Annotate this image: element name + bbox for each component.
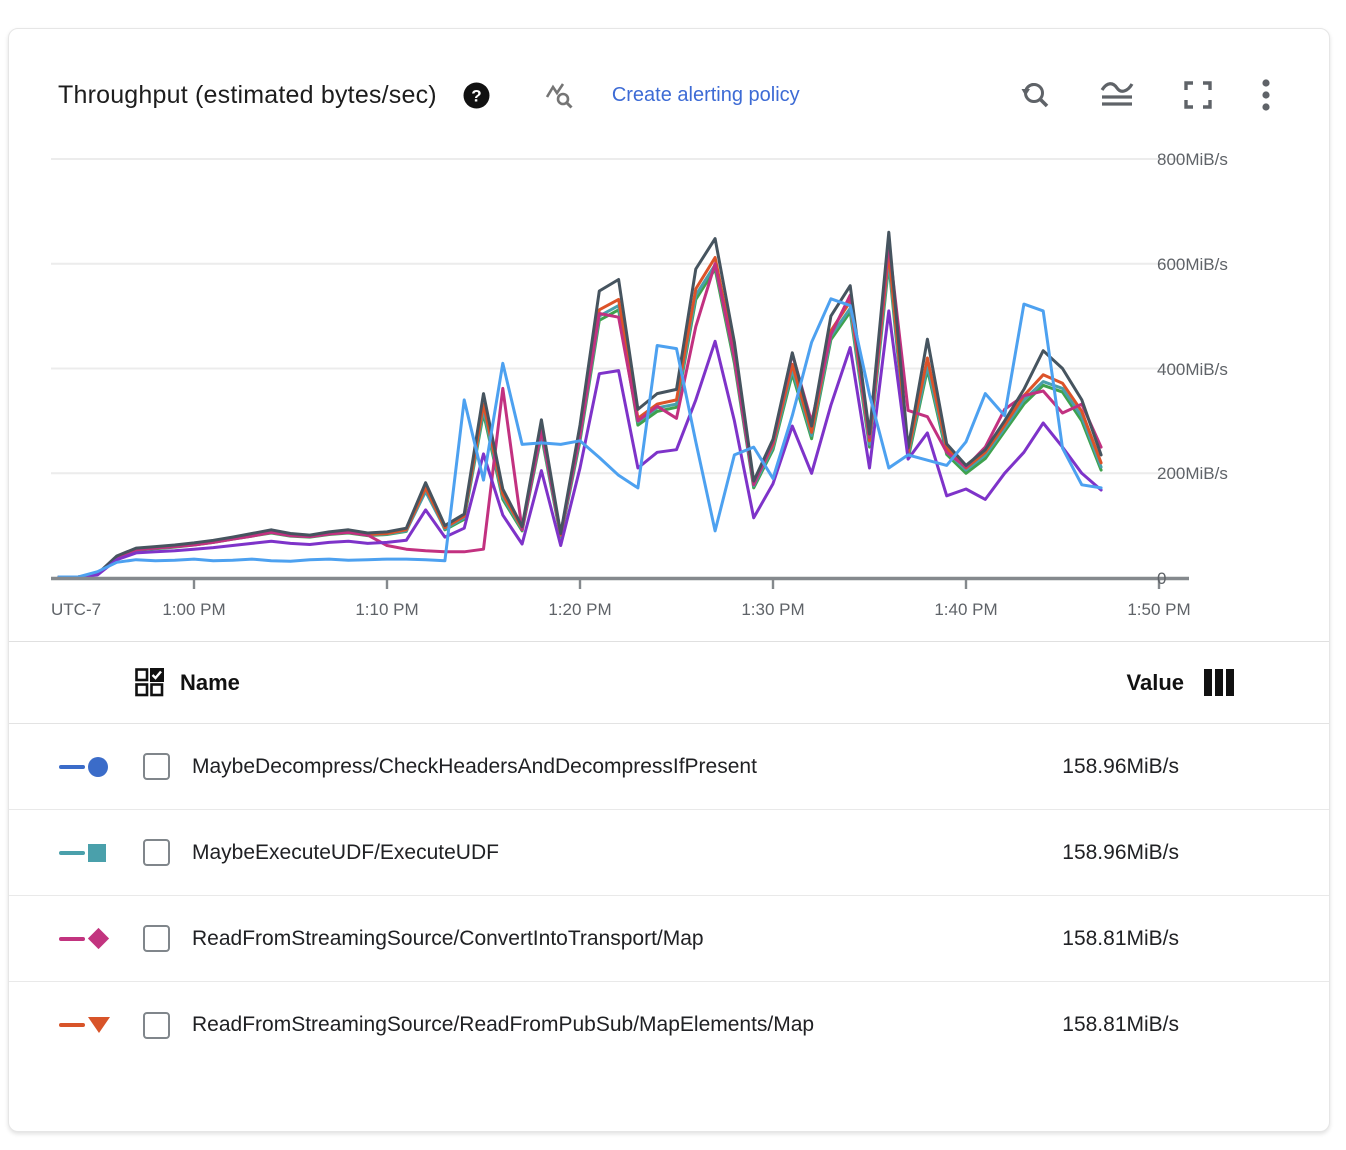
series-line-swatch [59, 850, 85, 855]
chart-header: Throughput (estimated bytes/sec) ? Creat… [9, 29, 1329, 121]
select-all-series-icon[interactable] [135, 668, 164, 697]
table-row[interactable]: ReadFromStreamingSource/ReadFromPubSub/M… [9, 982, 1329, 1068]
series-name: ReadFromStreamingSource/ReadFromPubSub/M… [192, 1013, 815, 1036]
series-value: 158.81MiB/s [1062, 926, 1179, 950]
series-checkbox[interactable] [143, 839, 170, 866]
series-shape-swatch [87, 927, 110, 950]
series-name: ReadFromStreamingSource/ConvertIntoTrans… [192, 926, 704, 950]
series-line-swatch [59, 764, 85, 769]
legend-rows: MaybeDecompress/CheckHeadersAndDecompres… [9, 724, 1329, 1068]
stacked-area-mode-icon[interactable] [1099, 80, 1135, 110]
create-alerting-policy-link[interactable]: Create alerting policy [611, 83, 800, 106]
value-column-header: Value [1126, 669, 1184, 695]
series-value: 158.96MiB/s [1062, 840, 1179, 864]
series-name: MaybeExecuteUDF/ExecuteUDF [192, 840, 499, 864]
fullscreen-icon[interactable] [1182, 79, 1214, 111]
y-tick-200: 200MiB/s [1157, 464, 1228, 483]
y-axis-labels: 800MiB/s 600MiB/s 400MiB/s 200MiB/s 0 [1157, 150, 1228, 588]
series-lines [57, 230, 1103, 579]
series-checkbox[interactable] [143, 753, 170, 780]
series-shape-swatch [88, 756, 108, 777]
name-column-header: Name [180, 669, 240, 695]
table-row[interactable]: MaybeExecuteUDF/ExecuteUDF 158.96MiB/s [9, 810, 1329, 896]
series-checkbox[interactable] [143, 1011, 170, 1039]
x-tick-150pm: 1:50 PM [1127, 600, 1190, 619]
zoom-reset-icon[interactable] [1018, 78, 1052, 112]
x-axis-labels: UTC-7 1:00 PM 1:10 PM 1:20 PM 1:30 PM 1:… [51, 600, 1191, 619]
x-tick-100pm: 1:00 PM [162, 600, 225, 619]
more-vert-icon[interactable] [1261, 78, 1271, 112]
series-line-magenta [57, 241, 1103, 579]
series-line-swatch [59, 936, 85, 941]
help-icon[interactable]: ? [463, 82, 490, 109]
table-row[interactable]: MaybeDecompress/CheckHeadersAndDecompres… [9, 724, 1329, 810]
page-title: Throughput (estimated bytes/sec) [58, 80, 437, 109]
series-line-purple [57, 309, 1103, 579]
y-tick-800: 800MiB/s [1157, 150, 1228, 169]
series-shape-swatch [88, 1017, 110, 1033]
utc-label: UTC-7 [51, 600, 101, 619]
y-tick-0: 0 [1157, 569, 1166, 588]
series-value: 158.96MiB/s [1062, 754, 1179, 778]
series-line-light-blue [57, 297, 1103, 579]
series-checkbox[interactable] [143, 925, 170, 952]
series-marker [59, 1017, 117, 1033]
series-value: 158.81MiB/s [1062, 1013, 1179, 1036]
chart-toolbar [1018, 78, 1271, 112]
x-tick-120pm: 1:20 PM [548, 600, 611, 619]
legend-table: Name Value MaybeDecompress/CheckHeadersA… [9, 641, 1329, 1068]
series-line-dark-slate [57, 230, 1103, 579]
x-axis [51, 576, 1189, 589]
series-marker [59, 843, 117, 862]
y-tick-600: 600MiB/s [1157, 255, 1228, 274]
series-marker [59, 756, 117, 777]
x-tick-140pm: 1:40 PM [934, 600, 997, 619]
y-tick-400: 400MiB/s [1157, 360, 1228, 379]
throughput-line-chart[interactable]: 800MiB/s 600MiB/s 400MiB/s 200MiB/s 0 UT… [9, 149, 1330, 641]
x-tick-110pm: 1:10 PM [355, 600, 418, 619]
series-line-swatch [59, 1023, 85, 1027]
column-display-icon[interactable] [1204, 669, 1234, 696]
series-name: MaybeDecompress/CheckHeadersAndDecompres… [192, 754, 757, 778]
x-tick-130pm: 1:30 PM [741, 600, 804, 619]
explore-in-metrics-explorer-icon[interactable] [544, 80, 574, 110]
chart-card: Throughput (estimated bytes/sec) ? Creat… [8, 28, 1330, 1132]
help-glyph: ? [471, 86, 481, 105]
series-shape-swatch [88, 843, 106, 862]
series-marker [59, 927, 117, 950]
legend-table-header: Name Value [9, 642, 1329, 724]
table-row[interactable]: ReadFromStreamingSource/ConvertIntoTrans… [9, 896, 1329, 982]
